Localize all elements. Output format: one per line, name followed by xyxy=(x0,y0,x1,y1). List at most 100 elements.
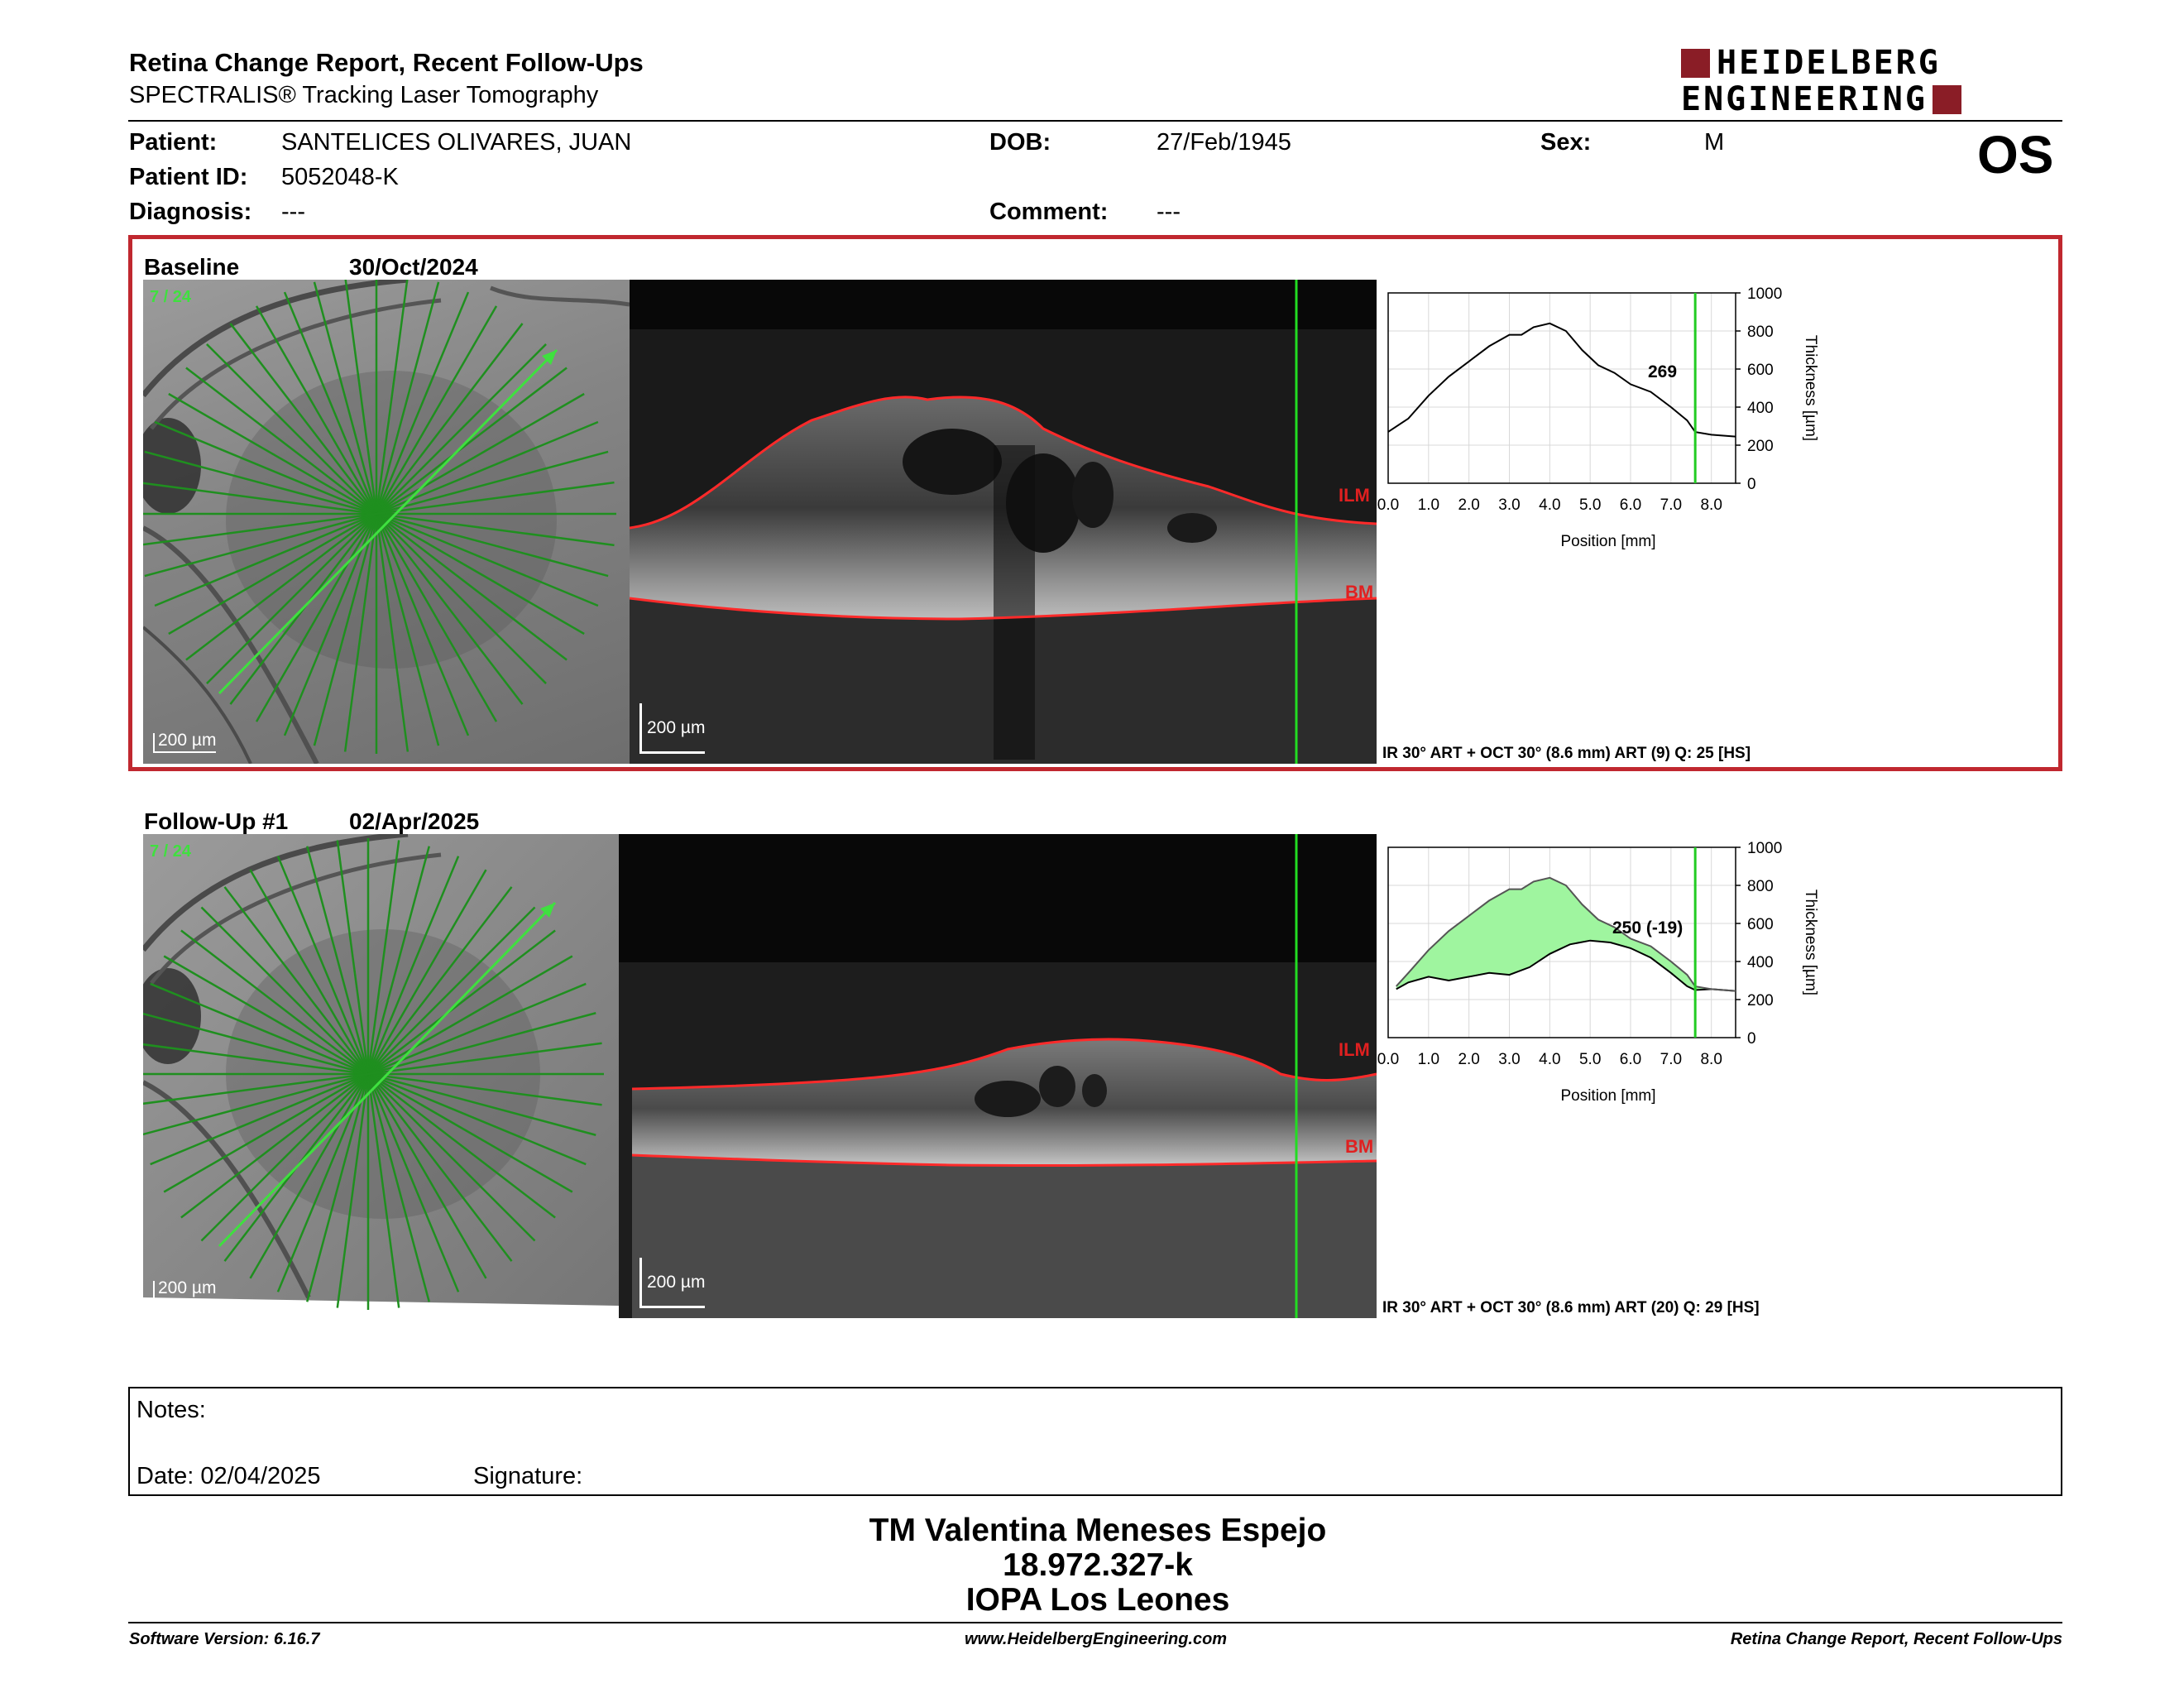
signer-name: TM Valentina Meneses Espejo xyxy=(869,1513,1327,1548)
chart-xtick-label: 8.0 xyxy=(1700,496,1722,514)
sex-label: Sex: xyxy=(1540,129,1592,156)
chart-ylabel: Thickness [µm] xyxy=(1802,334,1820,442)
chart-ylabel: Thickness [µm] xyxy=(1802,889,1820,996)
followup-oct-bscan: ILM BM 200 µm xyxy=(619,834,1377,1318)
baseline-caption: IR 30° ART + OCT 30° (8.6 mm) ART (9) Q:… xyxy=(1382,745,1751,762)
chart-ytick-label: 0 xyxy=(1747,1030,1756,1048)
chart-series-line xyxy=(1387,322,1736,438)
report-title: Retina Change Report, Recent Follow-Ups xyxy=(129,48,644,77)
chart-xtick-label: 0.0 xyxy=(1377,496,1399,514)
chart-xtick-label: 4.0 xyxy=(1539,496,1560,514)
baseline-panel-frame xyxy=(128,235,2062,771)
chart-ytick-label: 800 xyxy=(1747,324,1774,341)
baseline-scan-index: 7 / 24 xyxy=(150,288,192,306)
comment-label: Comment: xyxy=(989,199,1109,225)
ilm-label: ILM xyxy=(1339,1039,1370,1060)
chart-ytick-label: 1000 xyxy=(1747,840,1782,857)
logo-line-2: ENGINEERING xyxy=(1681,83,1961,116)
baseline-fundus-graphic xyxy=(143,280,630,764)
chart-ytick-label: 600 xyxy=(1747,916,1774,933)
footer-divider xyxy=(128,1622,2062,1623)
active-scan-line xyxy=(218,901,557,1248)
chart-xtick-label: 6.0 xyxy=(1620,496,1641,514)
diagnosis-value: --- xyxy=(281,199,305,225)
chart-ytick-label: 600 xyxy=(1747,362,1774,379)
eye-indicator: OS xyxy=(1977,125,2054,185)
logo-text-top: HEIDELBERG xyxy=(1717,44,1941,82)
notes-box: Notes: Date: 02/04/2025 Signature: xyxy=(128,1387,2062,1496)
chart-ytick-label: 200 xyxy=(1747,438,1774,455)
diagnosis-label: Diagnosis: xyxy=(129,199,252,225)
logo-square-icon xyxy=(1681,48,1710,78)
chart-xtick-label: 1.0 xyxy=(1418,496,1439,514)
signer-institution: IOPA Los Leones xyxy=(965,1582,1230,1618)
chart-ytick-label: 200 xyxy=(1747,992,1774,1009)
chart-xtick-label: 2.0 xyxy=(1458,1051,1479,1068)
chart-series-line xyxy=(1396,939,1736,992)
chart-xtick-label: 3.0 xyxy=(1498,496,1520,514)
baseline-oct-graphic xyxy=(630,280,1377,764)
dob-value: 27/Feb/1945 xyxy=(1157,129,1291,156)
chart-xtick-label: 4.0 xyxy=(1539,1051,1560,1068)
footer-report-title: Retina Change Report, Recent Follow-Ups xyxy=(1730,1630,2062,1648)
chart-xtick-label: 7.0 xyxy=(1660,1051,1682,1068)
software-version: Software Version: 6.16.7 xyxy=(129,1630,320,1648)
baseline-fundus-image: 7 / 24 200 µm xyxy=(143,280,630,764)
active-scan-line xyxy=(218,348,558,695)
chart-xtick-label: 5.0 xyxy=(1579,496,1601,514)
ilm-boundary xyxy=(631,1038,1377,1091)
scan-direction-arrow-icon xyxy=(540,903,555,918)
logo-square-icon xyxy=(1932,84,1961,114)
header-divider xyxy=(128,120,2062,122)
website-link[interactable]: www.HeidelbergEngineering.com xyxy=(965,1630,1228,1648)
radial-scan-lines xyxy=(143,280,616,754)
chart-ytick-label: 400 xyxy=(1747,954,1774,971)
sex-value: M xyxy=(1704,129,1725,156)
bm-boundary xyxy=(631,1153,1377,1168)
followup-label: Follow-Up #1 xyxy=(144,808,289,834)
chart-annotation: 269 xyxy=(1648,362,1678,381)
baseline-label: Baseline xyxy=(144,254,240,280)
patient-label: Patient: xyxy=(129,129,218,156)
chart-ytick-label: 800 xyxy=(1747,878,1774,895)
logo-text-bottom: ENGINEERING xyxy=(1681,80,1928,118)
baseline-date: 30/Oct/2024 xyxy=(349,254,478,280)
baseline-oct-bscan: ILM BM 200 µm xyxy=(630,280,1377,764)
radial-scan-lines xyxy=(143,838,604,1310)
ilm-boundary xyxy=(630,396,1377,530)
followup-fundus-image: 7 / 24 200 µm xyxy=(143,834,619,1317)
chart-frame xyxy=(1387,846,1736,1038)
baseline-oct-scalebar: 200 µm xyxy=(639,703,706,754)
logo-line-1: HEIDELBERG xyxy=(1681,46,1941,79)
chart-annotation: 250 (-19) xyxy=(1612,918,1684,938)
baseline-fundus-scalebar: 200 µm xyxy=(153,731,217,753)
signature-label: Signature: xyxy=(473,1463,583,1489)
ilm-label: ILM xyxy=(1339,485,1370,506)
chart-series-line xyxy=(1396,876,1736,992)
chart-xtick-label: 1.0 xyxy=(1418,1051,1439,1068)
followup-thickness-chart: 0 200 400 600 800 1000 0.0 1.0 2.0 3.0 4.0 5.0 6.0 7.… xyxy=(1377,834,1873,1115)
chart-ytick-label: 1000 xyxy=(1747,285,1782,303)
date-label: Date: 02/04/2025 xyxy=(136,1463,321,1489)
chart-xlabel: Position [mm] xyxy=(1560,533,1656,550)
chart-xtick-label: 3.0 xyxy=(1498,1051,1520,1068)
bm-label: BM xyxy=(1345,1136,1374,1157)
bm-label: BM xyxy=(1345,582,1374,602)
chart-ytick-label: 0 xyxy=(1747,476,1756,493)
patient-id-label: Patient ID: xyxy=(129,164,248,190)
thickness-chart-svg: 0 200 400 600 800 1000 0.0 1.0 2.0 3.0 4.0 5.0 6.0 7.… xyxy=(1377,285,1782,514)
baseline-thickness-chart: 0 200 400 600 800 1000 0.0 1.0 2.0 3.0 4.0 5.0 6.0 7.… xyxy=(1377,280,1873,561)
dob-label: DOB: xyxy=(989,129,1051,156)
followup-oct-graphic xyxy=(619,834,1377,1318)
radial-scan-line xyxy=(143,1042,602,1105)
chart-ytick-label: 400 xyxy=(1747,400,1774,417)
bm-boundary xyxy=(630,597,1377,621)
notes-label: Notes: xyxy=(136,1397,206,1423)
followup-fundus-graphic xyxy=(143,834,619,1310)
followup-date: 02/Apr/2025 xyxy=(349,808,480,834)
chart-xtick-label: 8.0 xyxy=(1700,1051,1722,1068)
chart-xtick-label: 5.0 xyxy=(1579,1051,1601,1068)
followup-scan-index: 7 / 24 xyxy=(150,842,192,861)
signer-id: 18.972.327-k xyxy=(1003,1547,1193,1583)
thickness-chart-svg: 0 200 400 600 800 1000 0.0 1.0 2.0 3.0 4.0 5.0 6.0 7.… xyxy=(1377,840,1782,1068)
